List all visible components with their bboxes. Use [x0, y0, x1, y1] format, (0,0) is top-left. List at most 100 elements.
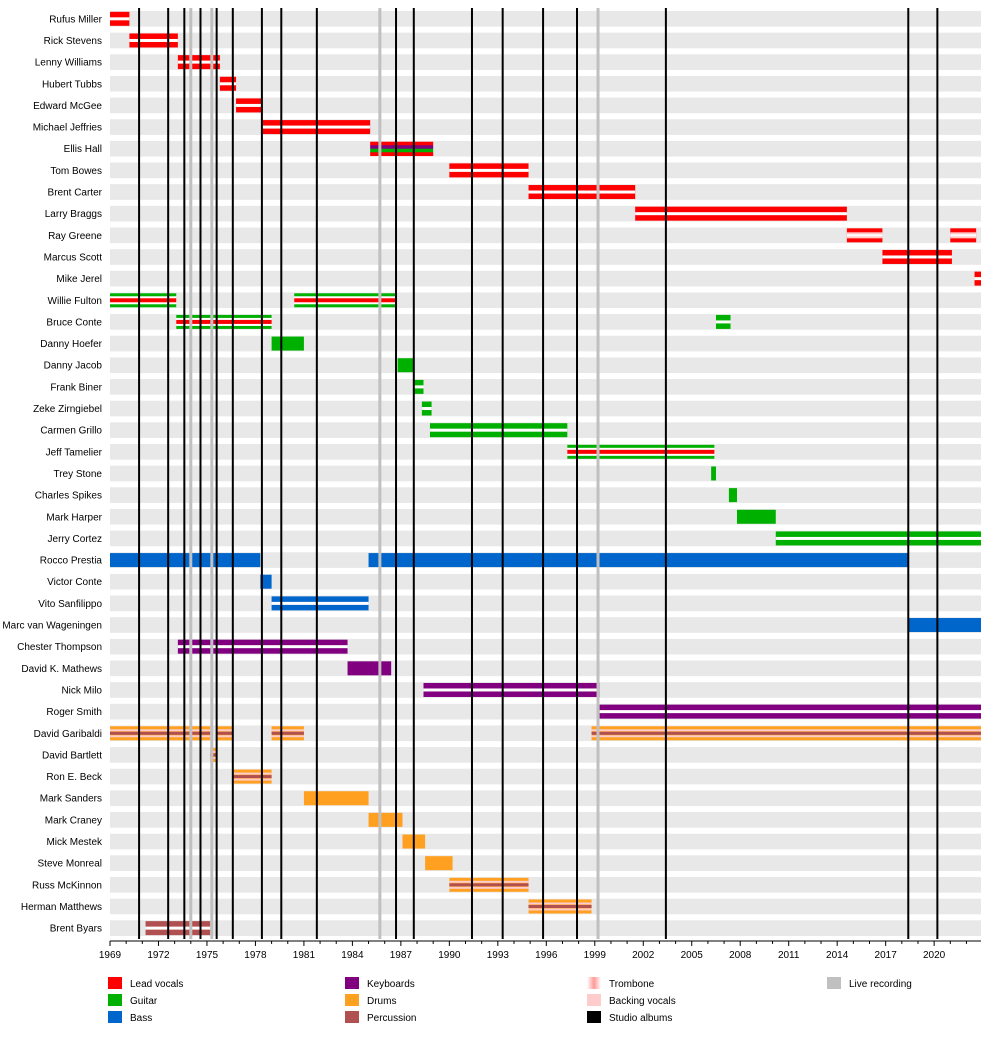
tick-label-1987: 1987 — [390, 950, 413, 961]
bar-mark-craney-44 — [368, 812, 403, 827]
row-band-mike-jerel — [110, 270, 981, 287]
tick-label-1978: 1978 — [244, 950, 267, 961]
bar-stripe — [528, 190, 636, 194]
tick-label-1990: 1990 — [438, 950, 461, 961]
bar-victor-conte-30 — [260, 574, 272, 589]
bar-edge-bottom — [176, 325, 272, 329]
legend-swatch — [108, 994, 122, 1006]
row-band-edward-mcgee — [110, 97, 981, 114]
bar-center — [567, 449, 715, 454]
bar-stripe — [145, 926, 211, 930]
bar-segment — [425, 856, 453, 871]
row-band-michael-jeffries — [110, 119, 981, 135]
legend-swatch — [108, 1011, 122, 1023]
row-band-jeff-tamelier — [110, 444, 981, 460]
legend-label: Drums — [367, 996, 396, 1007]
tick-label-2011: 2011 — [778, 950, 800, 961]
legend-label: Bass — [130, 1013, 152, 1024]
bar-david-garibaldi-38 — [216, 726, 233, 741]
bar-segment — [397, 358, 414, 373]
member-label-charles-spikes: Charles Spikes — [35, 491, 102, 502]
bar-tom-bowes-7 — [449, 163, 529, 178]
member-label-brent-carter: Brent Carter — [48, 188, 103, 199]
legend-swatch — [345, 977, 359, 989]
member-label-nick-milo: Nick Milo — [61, 685, 102, 696]
member-label-hubert-tubbs: Hubert Tubbs — [42, 79, 102, 90]
bar-edward-mcgee-4 — [236, 98, 262, 113]
row-band-mick-mestek — [110, 833, 981, 850]
member-label-zeke-zirngiebel: Zeke Zirngiebel — [33, 404, 102, 415]
member-label-danny-hoefer: Danny Hoefer — [40, 339, 102, 350]
tick-label-2005: 2005 — [681, 950, 704, 961]
row-band-hubert-tubbs — [110, 75, 981, 92]
row-band-ray-greene — [110, 227, 981, 244]
bar-stripe — [421, 407, 432, 411]
bar-danny-jacob-19 — [397, 358, 414, 373]
bar-edge-top — [294, 293, 397, 297]
tick-label-1969: 1969 — [99, 950, 122, 961]
legend-item-drums: Drums — [345, 994, 396, 1007]
member-label-edward-mcgee: Edward McGee — [33, 101, 102, 112]
member-label-david-garibaldi: David Garibaldi — [34, 729, 102, 740]
row-band-rick-stevens — [110, 32, 981, 49]
row-band-zeke-zirngiebel — [110, 400, 981, 417]
bar-segment — [736, 509, 776, 524]
tick-label-2014: 2014 — [826, 950, 849, 961]
member-label-vito-sanfilippo: Vito Sanfilippo — [38, 599, 102, 610]
legend-item-bass: Bass — [108, 1011, 152, 1024]
member-label-mark-craney: Mark Craney — [45, 815, 102, 826]
bar-stripe — [177, 60, 220, 64]
bar-segment — [711, 466, 716, 481]
legend-swatch — [827, 977, 841, 989]
bar-percussion-stripe — [110, 731, 211, 735]
member-label-jeff-tamelier: Jeff Tamelier — [46, 447, 103, 458]
bar-mike-jerel-13 — [974, 271, 981, 286]
bar-center — [176, 319, 272, 324]
bar-stripe — [715, 320, 731, 324]
legend: Lead vocals Guitar Bass Keyboards Drums Percu… — [108, 977, 912, 1024]
member-label-victor-conte: Victor Conte — [47, 577, 102, 588]
bar-david-k-mathews-34 — [347, 661, 392, 676]
bar-david-garibaldi-39 — [271, 726, 304, 741]
bar-percussion-stripe — [591, 731, 981, 735]
row-band-danny-jacob — [110, 357, 981, 374]
legend-label: Lead vocals — [130, 979, 183, 990]
row-band-vito-sanfilippo — [110, 595, 981, 612]
row-band-russ-mckinnon — [110, 877, 981, 893]
bar-stripe — [775, 536, 981, 540]
bar-percussion-stripe — [449, 883, 529, 887]
member-label-ray-greene: Ray Greene — [48, 231, 102, 242]
row-band-rufus-miller — [110, 11, 981, 27]
member-label-mark-sanders: Mark Sanders — [40, 794, 102, 805]
bar-layer-1 — [370, 145, 434, 150]
row-band-willie-fulton — [110, 292, 981, 309]
bar-jerry-cortez-27 — [775, 531, 981, 546]
bar-david-garibaldi-40 — [591, 726, 981, 741]
row-band-mark-harper — [110, 508, 981, 525]
bar-stripe — [110, 17, 130, 21]
legend-label: Percussion — [367, 1013, 416, 1024]
bar-edge-top — [110, 293, 177, 297]
bar-stripe — [449, 168, 529, 172]
bar-backing-stripe — [232, 778, 272, 781]
bar-layer-2 — [370, 148, 434, 153]
row-band-victor-conte — [110, 573, 981, 590]
member-label-mike-jerel: Mike Jerel — [56, 274, 102, 285]
tick-label-2008: 2008 — [729, 950, 752, 961]
bar-stripe — [236, 103, 262, 107]
member-label-danny-jacob: Danny Jacob — [44, 361, 103, 372]
bar-david-bartlett-41 — [210, 747, 217, 762]
bar-backing-stripe — [271, 735, 304, 738]
bar-layer-0 — [370, 141, 434, 146]
bar-charles-spikes-25 — [728, 488, 737, 503]
member-label-michael-jeffries: Michael Jeffries — [33, 123, 102, 134]
bar-backing-stripe — [210, 756, 217, 759]
legend-item-backing-vocals: Backing vocals — [587, 994, 676, 1007]
bar-percussion-stripe — [528, 904, 592, 908]
bar-larry-braggs-9 — [635, 206, 847, 221]
bar-roger-smith-36 — [599, 704, 981, 719]
bar-danny-hoefer-18 — [271, 336, 304, 351]
bar-ellis-hall-6 — [370, 141, 434, 157]
legend-swatch — [587, 977, 601, 989]
bar-center — [110, 298, 177, 303]
